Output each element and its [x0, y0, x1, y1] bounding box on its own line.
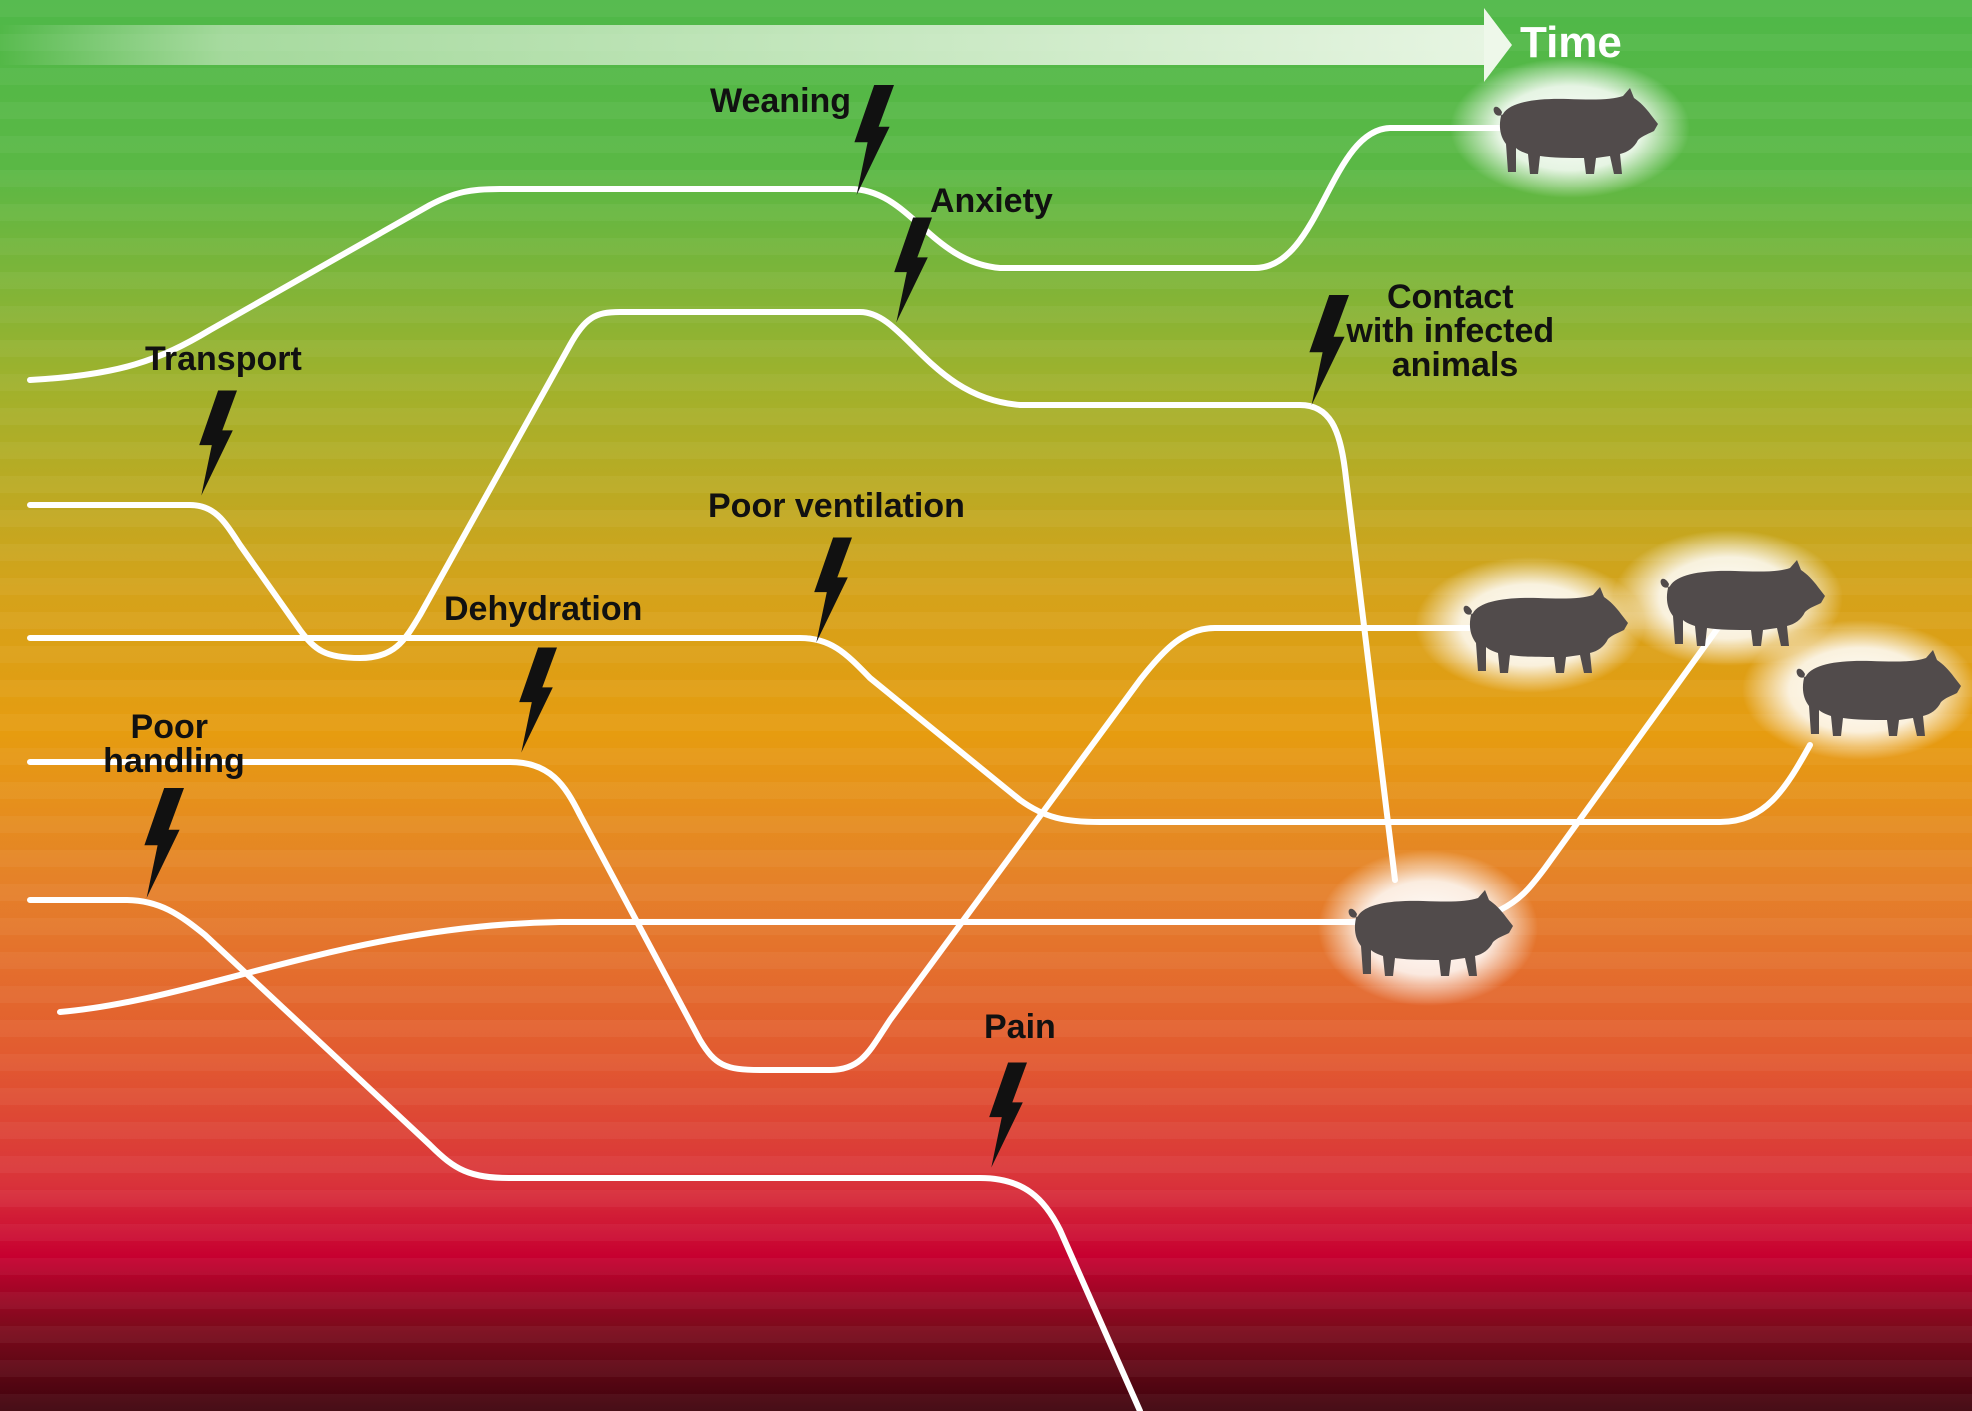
stressor-label-poor-handling: Poor handling — [103, 708, 245, 780]
path-transport-dehydration-anxiety — [27, 309, 1398, 883]
stressor-label-pain: Pain — [984, 1008, 1056, 1046]
stressor-label-weaning: Weaning — [710, 82, 851, 120]
poor-handling-line-2: handling — [103, 742, 245, 780]
stressor-label-transport: Transport — [145, 340, 302, 378]
contact-line-2: with infected — [1345, 312, 1554, 350]
path-poor-ventilation — [27, 635, 1813, 825]
time-arrow-icon — [0, 8, 1512, 82]
path-weaning-anxiety-contact — [27, 125, 1503, 383]
path-dehydration-low — [27, 625, 1473, 1073]
stressor-label-dehydration: Dehydration — [444, 590, 642, 628]
path-infected-contact — [57, 622, 1723, 1015]
poor-handling-line-1: Poor — [131, 708, 208, 746]
life-paths — [27, 125, 1813, 1411]
path-poor-handling-pain — [27, 897, 1143, 1411]
stressor-label-contact: Contact with infected animals — [1345, 278, 1563, 384]
stressor-label-poor-ventilation: Poor ventilation — [708, 487, 965, 525]
contact-line-3: animals — [1392, 346, 1519, 384]
contact-line-1: Contact — [1387, 278, 1514, 316]
stressor-label-anxiety: Anxiety — [930, 182, 1053, 220]
